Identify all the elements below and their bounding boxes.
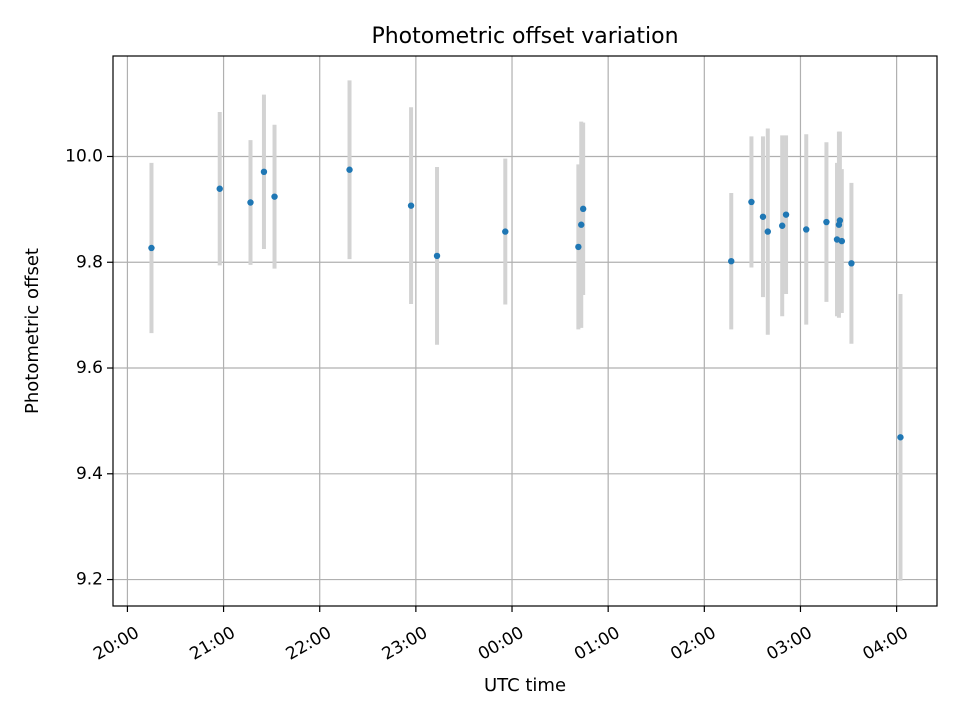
grid bbox=[113, 56, 937, 606]
data-point bbox=[823, 218, 830, 226]
data-point bbox=[748, 198, 755, 206]
data-point bbox=[836, 217, 844, 224]
y-tick-label: 9.8 bbox=[76, 252, 103, 272]
y-tick-label: 9.6 bbox=[76, 358, 103, 378]
data-point bbox=[782, 211, 790, 218]
data-point bbox=[575, 243, 582, 251]
y-tick-label: 10.0 bbox=[65, 146, 103, 166]
data-point bbox=[407, 202, 415, 209]
data-point bbox=[346, 166, 353, 173]
data-point bbox=[833, 236, 841, 243]
y-axis-ticks: 9.2 9.4 9.6 9.8 10.0 bbox=[65, 146, 113, 590]
data-point bbox=[502, 228, 509, 235]
y-axis-label: Photometric offset bbox=[22, 248, 43, 414]
data-point bbox=[216, 185, 223, 192]
data-point bbox=[578, 221, 585, 228]
data-point bbox=[260, 168, 268, 176]
x-axis-label: UTC time bbox=[484, 675, 566, 696]
data-point bbox=[759, 213, 767, 220]
plot-frame bbox=[112, 55, 938, 607]
data-point bbox=[433, 252, 441, 260]
data-point bbox=[728, 257, 735, 265]
data-point bbox=[764, 228, 771, 235]
data-point bbox=[247, 199, 254, 206]
data-point bbox=[838, 237, 846, 245]
y-tick-label: 9.4 bbox=[76, 464, 103, 484]
data-point bbox=[148, 244, 155, 252]
chart-title: Photometric offset variation bbox=[371, 24, 678, 49]
data-point bbox=[778, 222, 786, 229]
y-tick-label: 9.2 bbox=[76, 570, 103, 590]
data-point bbox=[803, 226, 810, 233]
data-point bbox=[579, 205, 587, 213]
data-point bbox=[848, 260, 855, 267]
data-points bbox=[148, 166, 904, 441]
data-point bbox=[897, 434, 904, 441]
data-point bbox=[271, 193, 278, 200]
